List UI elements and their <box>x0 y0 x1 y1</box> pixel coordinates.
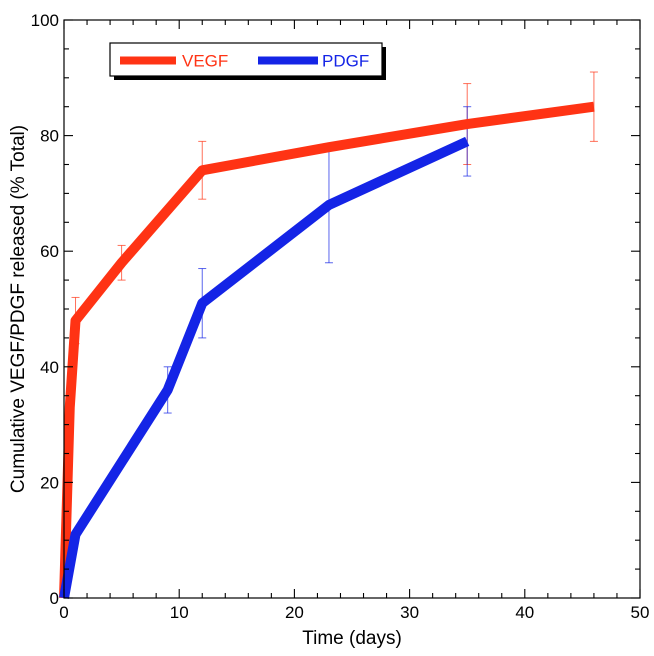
axis-ticks <box>63 19 641 599</box>
x-axis-title: Time (days) <box>302 628 402 649</box>
y-axis-title: Cumulative VEGF/PDGF released (% Total) <box>8 125 29 493</box>
legend: VEGF PDGF <box>109 42 386 80</box>
legend-label-vegf: VEGF <box>182 52 228 71</box>
x-tick-label: 40 <box>515 603 534 622</box>
series-lines <box>59 101 595 599</box>
y-tick-label: 60 <box>40 242 59 261</box>
legend-label-pdgf: PDGF <box>322 52 369 71</box>
series-line-vegf <box>59 101 595 599</box>
x-tick-label: 0 <box>59 603 68 622</box>
y-tick-label: 80 <box>40 127 59 146</box>
x-tick-label: 10 <box>170 603 189 622</box>
plot-area-frame <box>63 19 641 599</box>
tick-labels: 0 10 20 30 40 50 0 20 40 60 80 100 <box>31 11 650 622</box>
series-line-pdgf <box>59 136 470 599</box>
x-tick-label: 20 <box>285 603 304 622</box>
x-tick-label: 30 <box>400 603 419 622</box>
y-tick-label: 100 <box>31 11 59 30</box>
y-tick-label: 0 <box>50 589 59 608</box>
y-tick-label: 40 <box>40 358 59 377</box>
y-tick-label: 20 <box>40 473 59 492</box>
x-tick-label: 50 <box>631 603 650 622</box>
error-bars <box>71 71 598 414</box>
